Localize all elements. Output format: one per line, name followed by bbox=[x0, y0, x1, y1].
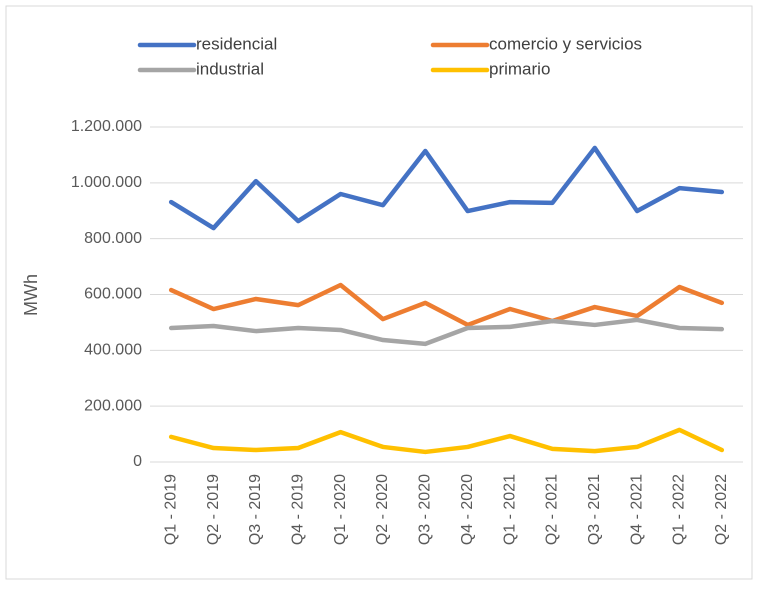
x-tick-label: Q2 - 2022 bbox=[713, 474, 730, 545]
x-tick-label: Q1 - 2019 bbox=[162, 474, 179, 545]
y-tick-label: 1.000.000 bbox=[71, 174, 142, 191]
series-line bbox=[168, 427, 725, 455]
x-tick-label: Q2 - 2019 bbox=[205, 474, 222, 545]
y-tick-label: 400.000 bbox=[84, 342, 142, 359]
series-line bbox=[168, 317, 725, 347]
y-tick-label: 1.200.000 bbox=[71, 118, 142, 135]
y-tick-label: 0 bbox=[133, 453, 142, 470]
legend-label: comercio y servicios bbox=[489, 34, 642, 53]
series-line bbox=[168, 145, 725, 231]
y-tick-label: 200.000 bbox=[84, 397, 142, 414]
x-tick-label: Q1 - 2020 bbox=[332, 474, 349, 545]
series-line bbox=[168, 282, 725, 328]
legend-label: industrial bbox=[196, 59, 264, 78]
legend: residencial comercio y servicios industria… bbox=[137, 34, 642, 78]
x-tick-label: Q2 - 2021 bbox=[544, 474, 561, 545]
y-axis-label: MWh bbox=[21, 274, 41, 316]
x-tick-label: Q4 - 2020 bbox=[459, 474, 476, 545]
x-tick-label: Q1 - 2021 bbox=[501, 474, 518, 545]
x-tick-label: Q3 - 2021 bbox=[586, 474, 603, 545]
legend-label: residencial bbox=[196, 34, 277, 53]
legend-label: primario bbox=[489, 59, 550, 78]
x-tick-label: Q3 - 2020 bbox=[417, 474, 434, 545]
y-tick-label: 600.000 bbox=[84, 286, 142, 303]
x-tick-label: Q3 - 2019 bbox=[247, 474, 264, 545]
chart-frame bbox=[5, 5, 753, 580]
x-tick-label: Q4 - 2021 bbox=[628, 474, 645, 545]
x-tick-label: Q4 - 2019 bbox=[289, 474, 306, 545]
x-tick-label: Q1 - 2022 bbox=[671, 474, 688, 545]
y-tick-label: 800.000 bbox=[84, 230, 142, 247]
x-tick-label: Q2 - 2020 bbox=[374, 474, 391, 545]
